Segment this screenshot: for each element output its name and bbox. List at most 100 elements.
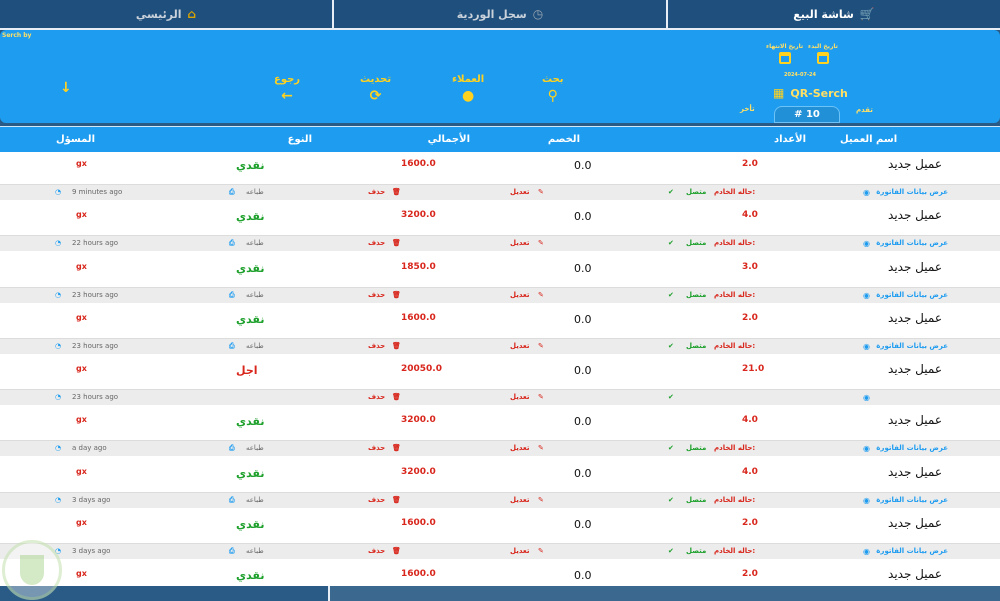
edit-button[interactable]: تعديل: [510, 547, 530, 556]
view-invoice-link[interactable]: عرض بيانات الفاتورة: [876, 239, 948, 248]
delete-button[interactable]: حذف: [368, 290, 386, 299]
qr-search-button[interactable]: ▦ QR-Serch: [773, 86, 848, 100]
eye-icon[interactable]: ◉: [863, 444, 870, 454]
prev-page-button[interactable]: تأخر: [740, 105, 755, 113]
view-invoice-link[interactable]: عرض بيانات الفاتورة: [876, 341, 948, 350]
table-row[interactable]: عميل جديد 3.0 0.0 1850.0 نقدي gx عرض بيا…: [0, 254, 1000, 306]
search-button[interactable]: بحث ⚲: [542, 74, 564, 103]
trash-icon[interactable]: 🗑: [392, 188, 401, 196]
start-date-picker[interactable]: تاريخ البدء: [808, 43, 838, 64]
pencil-icon[interactable]: ✎: [538, 341, 544, 350]
count-value: 2.0: [742, 159, 758, 169]
printer-icon[interactable]: ⎙: [229, 239, 235, 248]
next-page-button[interactable]: تقدم: [856, 106, 873, 114]
trash-icon[interactable]: 🗑: [392, 239, 401, 248]
refresh-icon: ⟳: [369, 88, 382, 104]
print-button[interactable]: طباعه: [246, 188, 264, 196]
delete-button[interactable]: حذف: [368, 393, 386, 402]
print-button[interactable]: طباعه: [246, 547, 264, 556]
pencil-icon[interactable]: ✎: [538, 188, 544, 196]
pencil-icon[interactable]: ✎: [538, 239, 544, 248]
trash-icon[interactable]: 🗑: [392, 547, 401, 556]
trash-icon[interactable]: 🗑: [392, 444, 401, 453]
table-row[interactable]: عميل جديد 4.0 0.0 3200.0 نقدي gx عرض بيا…: [0, 408, 1000, 460]
printer-icon[interactable]: ⎙: [229, 341, 235, 350]
refresh-button[interactable]: تحديث ⟳: [360, 74, 391, 103]
end-date-picker[interactable]: تاريخ الانتهاء: [766, 43, 803, 64]
row-actions: ◉ ✔ تعديل ✎ حذف 🗑 23 hours ago ◔: [0, 389, 1000, 406]
eye-icon[interactable]: ◉: [863, 547, 870, 557]
expand-arrow-icon[interactable]: ↓: [60, 80, 72, 96]
edit-button[interactable]: تعديل: [510, 341, 530, 350]
clients-button[interactable]: العملاء ●: [452, 74, 484, 103]
delete-button[interactable]: حذف: [368, 188, 386, 196]
print-button[interactable]: طباعه: [246, 341, 264, 350]
back-button[interactable]: رجوع ←: [274, 74, 300, 103]
bottom-bar-panel: [330, 586, 1000, 601]
table-row[interactable]: عميل جديد 2.0 0.0 1600.0 نقدي gx عرض بيا…: [0, 511, 1000, 563]
pencil-icon[interactable]: ✎: [538, 290, 544, 299]
edit-button[interactable]: تعديل: [510, 239, 530, 248]
printer-icon[interactable]: ⎙: [229, 444, 235, 453]
table-row[interactable]: عميل جديد 2.0 0.0 1600.0 نقدي gx عرض بيا…: [0, 305, 1000, 358]
trash-icon[interactable]: 🗑: [392, 495, 401, 504]
edit-button[interactable]: تعديل: [510, 495, 530, 504]
trash-icon[interactable]: 🗑: [392, 290, 401, 299]
trash-icon[interactable]: 🗑: [392, 341, 401, 350]
printer-icon[interactable]: ⎙: [229, 188, 235, 196]
eye-icon[interactable]: ◉: [863, 495, 870, 505]
view-invoice-link[interactable]: عرض بيانات الفاتورة: [876, 495, 948, 504]
print-button[interactable]: طباعه: [246, 239, 264, 248]
delete-button[interactable]: حذف: [368, 547, 386, 556]
tab-shift-log[interactable]: سجل الوردية ◷: [332, 0, 666, 28]
table-row[interactable]: عميل جديد 2.0 0.0 1600.0 نقدي gx عرض بيا…: [0, 152, 1000, 204]
responsible-user: gx: [76, 364, 87, 374]
edit-button[interactable]: تعديل: [510, 444, 530, 453]
count-value: 2.0: [742, 312, 758, 323]
printer-icon[interactable]: ⎙: [229, 495, 235, 504]
delete-button[interactable]: حذف: [368, 341, 386, 350]
eye-icon[interactable]: ◉: [863, 341, 870, 351]
responsible-user: gx: [76, 159, 87, 168]
watermark-logo-icon: [2, 540, 62, 600]
print-button[interactable]: طباعه: [246, 495, 264, 504]
col-type: النوع: [287, 134, 312, 145]
pencil-icon[interactable]: ✎: [538, 444, 544, 453]
view-invoice-link[interactable]: عرض بيانات الفاتورة: [876, 188, 948, 196]
row-main: عميل جديد 21.0 0.0 20050.0 اجل gx: [0, 357, 1000, 387]
edit-button[interactable]: تعديل: [510, 393, 530, 402]
printer-icon[interactable]: ⎙: [229, 547, 235, 556]
shield-check-icon: ✔: [668, 547, 674, 556]
table-row[interactable]: عميل جديد 4.0 0.0 3200.0 نقدي gx عرض بيا…: [0, 203, 1000, 255]
eye-icon[interactable]: ◉: [863, 188, 870, 197]
pencil-icon[interactable]: ✎: [538, 547, 544, 556]
discount-value: 0.0: [574, 569, 592, 583]
edit-button[interactable]: تعديل: [510, 188, 530, 196]
shield-check-icon: ✔: [668, 188, 674, 196]
total-value: 20050.0: [401, 364, 442, 375]
pencil-icon[interactable]: ✎: [538, 393, 544, 402]
table-row[interactable]: عميل جديد 21.0 0.0 20050.0 اجل gx ◉ ✔ تع…: [0, 357, 1000, 409]
print-button[interactable]: طباعه: [246, 444, 264, 453]
payment-type: نقدي: [236, 261, 265, 275]
delete-button[interactable]: حذف: [368, 495, 386, 504]
view-invoice-link[interactable]: عرض بيانات الفاتورة: [876, 290, 948, 299]
printer-icon[interactable]: ⎙: [229, 290, 235, 299]
responsible-user: gx: [76, 261, 87, 271]
page-number: # 10: [774, 106, 840, 123]
table-row[interactable]: عميل جديد 4.0 0.0 3200.0 نقدي gx عرض بيا…: [0, 459, 1000, 512]
trash-icon[interactable]: 🗑: [392, 393, 401, 402]
eye-icon[interactable]: ◉: [863, 290, 870, 300]
eye-icon[interactable]: ◉: [863, 239, 870, 249]
edit-button[interactable]: تعديل: [510, 290, 530, 299]
delete-button[interactable]: حذف: [368, 444, 386, 453]
tab-home[interactable]: الرئيسي ⌂: [0, 0, 332, 28]
view-invoice-link[interactable]: عرض بيانات الفاتورة: [876, 547, 948, 556]
print-button[interactable]: طباعه: [246, 290, 264, 299]
count-value: 21.0: [742, 364, 765, 375]
view-invoice-link[interactable]: عرض بيانات الفاتورة: [876, 444, 948, 453]
tab-sales-screen[interactable]: شاشة البيع 🛒: [666, 0, 1000, 28]
pencil-icon[interactable]: ✎: [538, 495, 544, 504]
delete-button[interactable]: حذف: [368, 239, 386, 248]
eye-icon[interactable]: ◉: [863, 393, 870, 403]
